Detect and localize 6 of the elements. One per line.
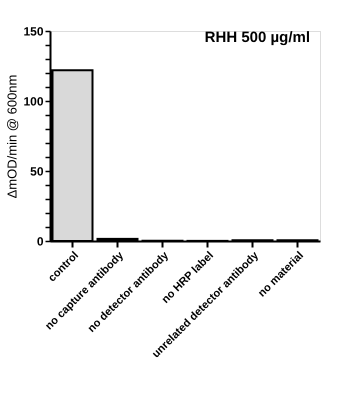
y-tick-label: 100 <box>23 94 44 108</box>
y-tick-label: 150 <box>23 24 44 38</box>
y-tick-label: 0 <box>36 234 44 248</box>
y-axis-title: ΔmOD/min @ 600nm <box>4 74 20 198</box>
chart-title: RHH 500 µg/ml <box>204 29 310 46</box>
y-tick-label: 50 <box>30 164 44 178</box>
